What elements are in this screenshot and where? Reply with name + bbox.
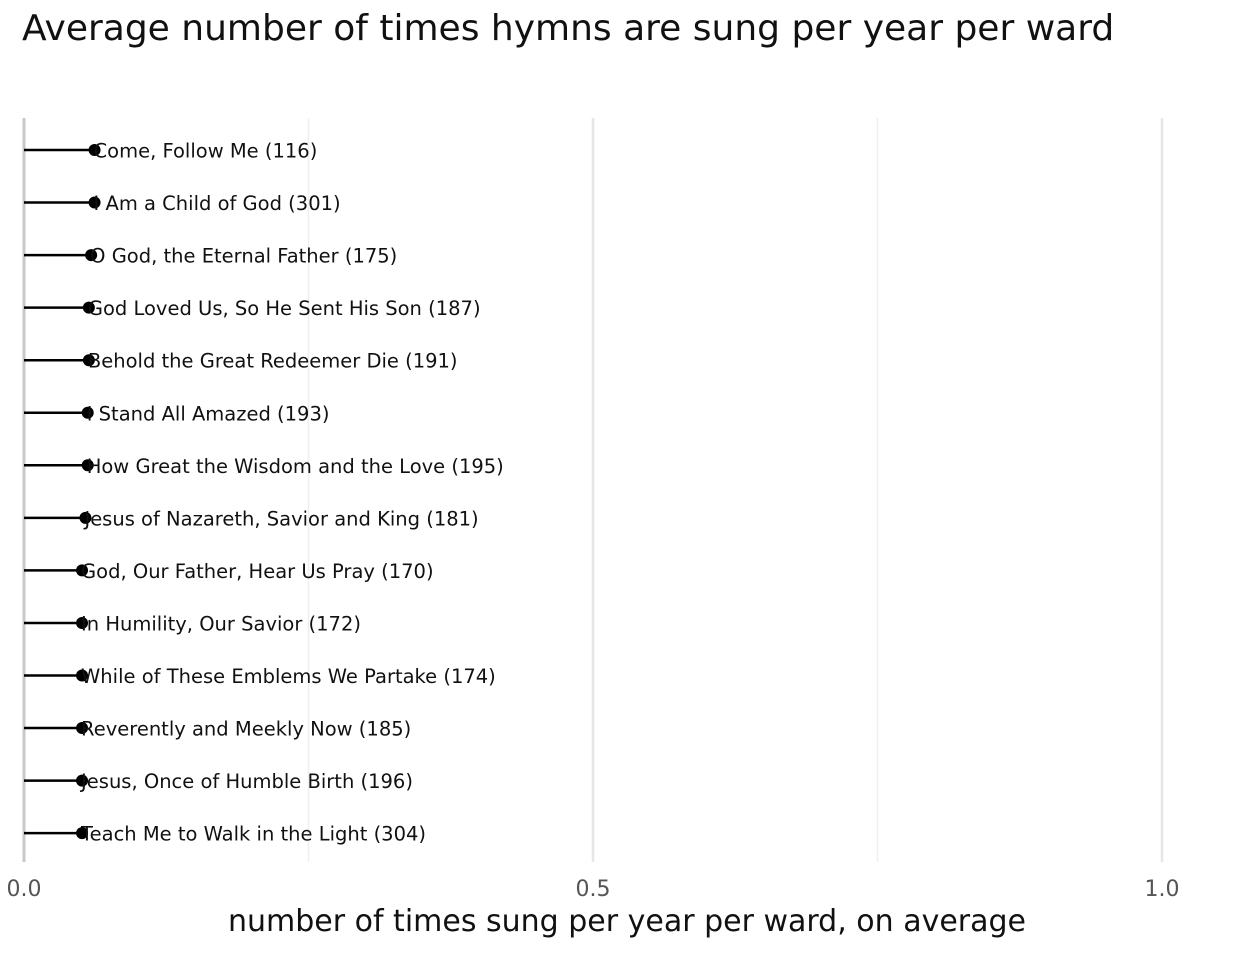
lollipop-point bbox=[76, 722, 89, 735]
chart-title: Average number of times hymns are sung p… bbox=[22, 8, 1115, 49]
lollipop-point bbox=[76, 669, 89, 682]
data-label: God Loved Us, So He Sent His Son (187) bbox=[88, 297, 481, 320]
gridlines bbox=[22, 118, 1164, 862]
data-label: I Stand All Amazed (193) bbox=[87, 402, 330, 425]
data-label: Reverently and Meekly Now (185) bbox=[81, 718, 411, 741]
lollipop-point bbox=[85, 249, 98, 262]
data-label: Come, Follow Me (116) bbox=[94, 140, 318, 163]
x-tick-label: 1.0 bbox=[1145, 877, 1180, 902]
data-label: While of These Emblems We Partake (174) bbox=[81, 665, 496, 688]
lollipop-point bbox=[88, 144, 101, 156]
data-label: Jesus, Once of Humble Birth (196) bbox=[79, 770, 413, 793]
lollipop-point bbox=[76, 564, 89, 577]
lollipop-point bbox=[82, 301, 95, 314]
lollipop-point bbox=[88, 196, 101, 209]
data-label: Teach Me to Walk in the Light (304) bbox=[80, 823, 426, 846]
lollipop-point bbox=[76, 616, 89, 629]
lollipop-point bbox=[79, 511, 92, 524]
lollipop-point bbox=[76, 774, 89, 787]
x-axis-title: number of times sung per year per ward, … bbox=[227, 904, 1027, 939]
data-label: How Great the Wisdom and the Love (195) bbox=[87, 455, 504, 478]
data-label: I Am a Child of God (301) bbox=[94, 192, 341, 215]
lollipop-point bbox=[82, 354, 95, 367]
data-label: In Humility, Our Savior (172) bbox=[81, 612, 361, 635]
lollipop-point bbox=[81, 406, 94, 419]
x-tick-label: 0.0 bbox=[7, 877, 42, 902]
lollipop-point bbox=[81, 459, 94, 472]
data-label: O God, the Eternal Father (175) bbox=[90, 245, 397, 268]
data-label: God, Our Father, Hear Us Pray (170) bbox=[81, 560, 434, 583]
data-label: Jesus of Nazareth, Savior and King (181) bbox=[82, 507, 478, 530]
x-tick-label: 0.5 bbox=[576, 877, 611, 902]
x-axis: 0.0 0.5 1.0 bbox=[7, 877, 1180, 902]
lollipop-point bbox=[76, 827, 89, 840]
data-label: Behold the Great Redeemer Die (191) bbox=[88, 350, 458, 373]
chart-marks: Come, Follow Me (116) I Am a Child of God… bbox=[24, 140, 504, 846]
